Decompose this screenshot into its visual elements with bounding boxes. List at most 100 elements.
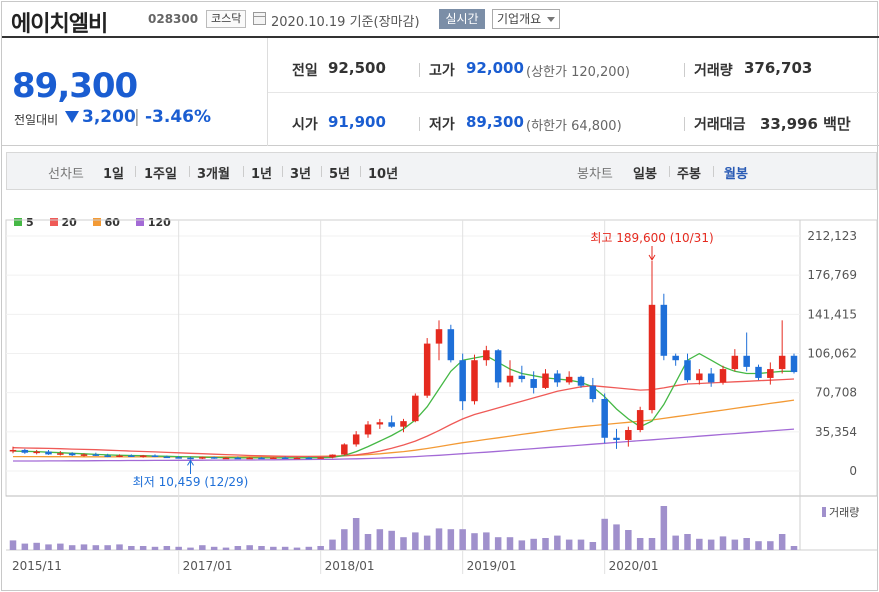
candle-body[interactable]	[116, 455, 123, 457]
candle-body[interactable]	[731, 355, 739, 370]
candle-body[interactable]	[648, 304, 656, 411]
candle-body[interactable]	[459, 360, 466, 402]
candle-body[interactable]	[613, 437, 620, 440]
candle-body[interactable]	[187, 457, 194, 460]
candle-body[interactable]	[329, 454, 336, 458]
candle-body[interactable]	[672, 355, 679, 361]
candle-body[interactable]	[151, 455, 159, 457]
candle-body[interactable]	[175, 457, 182, 459]
candle-body[interactable]	[471, 360, 478, 402]
volume-bar	[447, 529, 455, 550]
candle-body[interactable]	[719, 369, 727, 383]
legend-ma60[interactable]: 60	[92, 216, 120, 229]
candle-body[interactable]	[45, 451, 52, 455]
candle-body[interactable]	[542, 373, 549, 388]
ma5-line	[12, 352, 794, 459]
candle-body[interactable]	[435, 329, 443, 344]
period-3y[interactable]: 3년	[290, 167, 312, 182]
candle-body[interactable]	[317, 457, 324, 459]
legend-ma20[interactable]: 20	[49, 216, 77, 229]
candle-body[interactable]	[447, 329, 455, 361]
candle-body[interactable]	[80, 454, 88, 456]
volume-bar	[175, 546, 182, 550]
volume-legend-swatch	[822, 507, 826, 517]
candle-body[interactable]	[210, 457, 218, 459]
volume-bar	[471, 533, 478, 550]
candle-body[interactable]	[128, 455, 135, 457]
candle-body[interactable]	[305, 457, 313, 460]
candle-body[interactable]	[234, 457, 242, 460]
candle-body[interactable]	[790, 355, 798, 373]
candle-body[interactable]	[92, 454, 100, 456]
candle-weekly[interactable]: 주봉	[677, 167, 701, 182]
candle-body[interactable]	[33, 451, 40, 454]
candle-body[interactable]	[530, 379, 537, 388]
candle-body[interactable]	[222, 457, 230, 460]
period-5y[interactable]: 5년	[329, 167, 351, 182]
period-1y[interactable]: 1년	[251, 167, 273, 182]
candle-body[interactable]	[104, 455, 111, 457]
candle-body[interactable]	[636, 410, 644, 431]
candle-body[interactable]	[767, 369, 774, 378]
high-value: 92,000	[466, 59, 524, 77]
candle-monthly[interactable]: 월봉	[724, 167, 748, 182]
ma20-line	[12, 378, 795, 458]
period-10y[interactable]: 10년	[368, 167, 399, 182]
candle-body[interactable]	[660, 304, 668, 356]
candle-body[interactable]	[9, 449, 17, 452]
candle-body[interactable]	[293, 457, 301, 460]
divider	[243, 166, 244, 177]
legend-ma120[interactable]: 120	[135, 216, 171, 229]
candle-body[interactable]	[778, 355, 786, 370]
candle-body[interactable]	[684, 360, 691, 381]
candle-body[interactable]	[246, 457, 253, 460]
volume-bar	[483, 532, 490, 550]
candle-body[interactable]	[163, 456, 171, 459]
candle-body[interactable]	[589, 385, 597, 399]
candle-daily[interactable]: 일봉	[633, 167, 657, 182]
candle-body[interactable]	[68, 453, 76, 456]
candle-body[interactable]	[352, 434, 360, 445]
period-1d[interactable]: 1일	[103, 167, 125, 182]
realtime-button[interactable]: 실시간	[439, 9, 485, 29]
candle-body[interactable]	[21, 449, 29, 453]
candle-body[interactable]	[696, 373, 703, 381]
company-name[interactable]: 에이치엘비	[11, 12, 108, 37]
divider	[189, 166, 190, 177]
company-overview-dropdown[interactable]: 기업개요	[492, 9, 560, 29]
candle-body[interactable]	[755, 366, 762, 378]
candle-body[interactable]	[341, 444, 348, 455]
period-3m[interactable]: 3개월	[197, 167, 230, 182]
candle-body[interactable]	[707, 373, 715, 383]
divider	[282, 166, 283, 177]
candle-body[interactable]	[388, 422, 395, 427]
period-1w[interactable]: 1주일	[144, 167, 177, 182]
candle-body[interactable]	[601, 398, 608, 438]
candle-body[interactable]	[494, 350, 502, 383]
candle-body[interactable]	[565, 376, 573, 383]
candle-body[interactable]	[364, 424, 372, 435]
candle-body[interactable]	[577, 376, 585, 386]
candle-body[interactable]	[400, 421, 407, 427]
candle-body[interactable]	[506, 375, 514, 383]
candle-body[interactable]	[483, 350, 490, 361]
candle-body[interactable]	[258, 457, 265, 460]
candle-body[interactable]	[743, 355, 750, 367]
candle-body[interactable]	[625, 430, 632, 440]
ma5-swatch	[14, 218, 22, 226]
candle-body[interactable]	[281, 457, 289, 459]
candle-body[interactable]	[199, 457, 206, 459]
candle-body[interactable]	[376, 422, 384, 425]
candle-body[interactable]	[423, 343, 431, 396]
legend-ma5[interactable]: 5	[14, 216, 34, 229]
y-tick-label: 176,769	[807, 268, 857, 282]
amount-number: 33,996	[760, 115, 818, 133]
candle-body[interactable]	[57, 453, 64, 455]
candle-body[interactable]	[139, 455, 147, 457]
candle-body[interactable]	[270, 457, 277, 459]
candle-body[interactable]	[412, 395, 419, 422]
volume-bar	[246, 545, 253, 550]
candle-body[interactable]	[554, 373, 561, 383]
candle-body[interactable]	[518, 375, 526, 380]
